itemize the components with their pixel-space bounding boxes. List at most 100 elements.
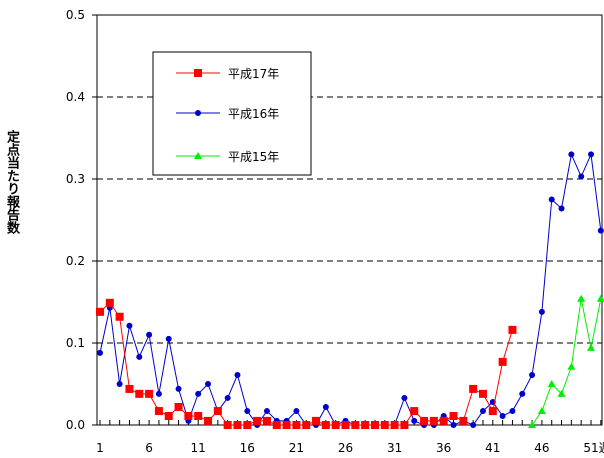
y-tick-label: 0.5 — [66, 8, 85, 22]
data-point — [341, 421, 350, 429]
x-tick-label: 26 — [338, 441, 353, 454]
data-point — [263, 408, 270, 415]
x-tick-label: 16 — [240, 441, 255, 454]
data-point — [361, 421, 370, 429]
data-point — [578, 173, 585, 180]
data-point — [411, 417, 418, 424]
data-point — [233, 421, 242, 429]
data-point — [125, 384, 134, 393]
data-point — [184, 411, 193, 420]
data-point — [243, 421, 252, 429]
x-tick-label: 46 — [534, 441, 549, 454]
x-tick-label: 21 — [289, 441, 304, 454]
data-point — [195, 390, 202, 397]
data-point — [154, 407, 163, 416]
legend-marker — [195, 110, 201, 116]
data-point — [429, 416, 438, 425]
data-point — [519, 390, 526, 397]
data-point — [321, 421, 330, 429]
data-point — [528, 421, 537, 428]
x-tick-label: 6 — [145, 441, 153, 454]
data-point — [509, 408, 516, 415]
data-point — [135, 389, 144, 398]
data-point — [498, 357, 507, 366]
data-point — [470, 422, 477, 428]
data-point — [164, 411, 173, 420]
data-point — [244, 408, 251, 415]
series-line — [99, 152, 602, 426]
axis-ticks: 0.00.10.20.30.40.516111621263136414651週 — [66, 8, 604, 455]
data-point — [272, 421, 281, 429]
data-point — [213, 407, 222, 416]
data-point — [145, 389, 154, 398]
data-point — [558, 205, 565, 212]
data-point — [262, 416, 271, 425]
y-axis-label: 定点当たり報告数 — [4, 130, 19, 234]
legend-label: 平成17年 — [228, 67, 279, 81]
data-point — [292, 421, 301, 429]
data-point — [596, 294, 604, 302]
x-tick-label: 1 — [96, 441, 104, 454]
x-tick-label: 11 — [191, 441, 206, 454]
data-point — [224, 394, 231, 401]
legend-label: 平成16年 — [228, 107, 279, 121]
data-point — [105, 298, 114, 307]
data-point — [312, 416, 321, 425]
data-point — [499, 412, 506, 419]
data-point — [479, 408, 486, 415]
data-point — [194, 411, 203, 420]
data-point — [390, 421, 399, 429]
data-point — [351, 421, 360, 429]
data-point — [282, 421, 291, 429]
data-point — [146, 331, 153, 338]
data-point — [577, 294, 586, 302]
data-point — [116, 381, 123, 387]
data-point — [567, 362, 576, 370]
y-tick-label: 0.1 — [66, 336, 85, 350]
data-point — [401, 394, 408, 401]
y-tick-label: 0.4 — [66, 90, 85, 104]
legend-marker — [194, 69, 202, 77]
y-tick-label: 0.3 — [66, 172, 85, 186]
data-point — [547, 380, 556, 387]
data-point — [165, 335, 172, 342]
legend-marker — [194, 152, 202, 159]
x-tick-label: 31 — [387, 441, 402, 454]
data-point — [450, 422, 457, 428]
x-tick-label: 36 — [436, 441, 451, 454]
data-point — [537, 407, 546, 415]
series-line — [531, 298, 602, 426]
data-point — [508, 325, 517, 334]
data-point — [322, 403, 329, 410]
data-point — [439, 416, 448, 425]
data-point — [205, 381, 212, 387]
legend-label: 平成15年 — [228, 150, 279, 164]
data-point — [370, 421, 379, 429]
data-point — [97, 349, 103, 356]
y-tick-label: 0.0 — [66, 418, 85, 432]
data-point — [469, 384, 478, 393]
data-point — [400, 421, 409, 429]
data-point — [253, 416, 262, 425]
data-point — [420, 416, 429, 425]
data-point — [478, 389, 487, 398]
data-point — [529, 371, 536, 378]
x-tick-label: 41 — [485, 441, 500, 454]
data-point — [136, 353, 143, 360]
data-point — [538, 308, 545, 315]
data-point — [155, 390, 162, 397]
data-point — [597, 227, 604, 234]
data-point — [488, 407, 497, 416]
data-point — [587, 343, 595, 351]
data-point — [293, 408, 300, 415]
data-point — [234, 371, 241, 378]
data-point — [459, 416, 468, 425]
data-point — [449, 411, 458, 420]
data-point — [380, 421, 389, 429]
data-point — [96, 307, 104, 316]
data-point — [302, 421, 311, 429]
data-point — [410, 407, 419, 416]
data-point — [126, 322, 133, 329]
